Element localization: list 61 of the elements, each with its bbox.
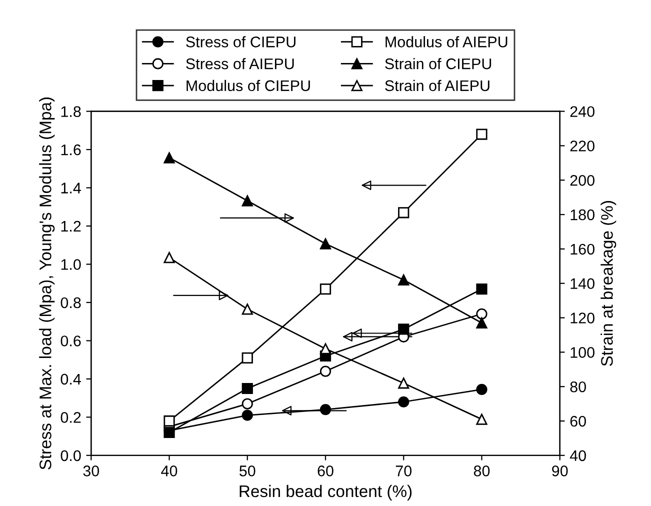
point	[242, 195, 253, 206]
point	[476, 414, 488, 425]
y2-tick-label: 120	[570, 312, 594, 324]
point	[398, 396, 410, 408]
point	[476, 284, 488, 295]
x-tick-label: 40	[161, 466, 178, 476]
y-tick-label: 1.0	[61, 259, 81, 270]
y-tick-label: 0.4	[60, 374, 81, 385]
point	[320, 238, 332, 250]
legend-label: Strain of AIEPU	[385, 80, 490, 92]
y2-tick-label: 60	[570, 416, 586, 427]
y-tick-label: 0.6	[60, 336, 81, 346]
x-tick-label: 50	[239, 466, 256, 476]
legend-label: Strain of CIEPU	[385, 58, 492, 70]
x-tick-label: 80	[474, 466, 490, 476]
point	[476, 317, 488, 328]
y2-tick-label: 100	[570, 347, 594, 358]
point	[242, 382, 253, 394]
y2-tick-label: 160	[570, 244, 594, 255]
y-tick-label: 1.4	[61, 182, 81, 194]
y2-tick-label: 240	[570, 106, 594, 118]
y2-axis-title: Strain at breakage (%)	[600, 201, 616, 366]
y-tick-label: 0.0	[60, 450, 81, 462]
legend-label: Modulus of CIEPU	[186, 80, 310, 92]
y2-tick-label: 40	[570, 450, 586, 462]
y2-tick-label: 200	[570, 175, 594, 186]
point	[164, 252, 175, 264]
point	[242, 398, 253, 410]
point	[398, 274, 410, 286]
legend-label: Stress of CIEPU	[186, 36, 296, 48]
point	[320, 284, 332, 295]
point	[320, 366, 332, 377]
y-tick-label: 1.8	[61, 106, 81, 118]
point	[242, 304, 253, 315]
x-tick-label: 60	[318, 466, 334, 476]
legend-label: Modulus of AIEPU	[386, 36, 508, 48]
point	[242, 410, 253, 421]
x-tick-label: 90	[552, 466, 568, 476]
y-axis-title: Stress at Max. load (Mpa), Young's Modulus (Mpa)	[39, 98, 55, 470]
point	[398, 207, 410, 218]
y2-tick-label: 140	[570, 278, 594, 290]
point	[398, 378, 410, 389]
point	[476, 128, 488, 140]
x-tick-label: 30	[83, 466, 100, 476]
x-tick-label: 70	[396, 466, 412, 476]
y2-tick-label: 180	[570, 209, 594, 220]
y-tick-label: 0.8	[60, 297, 81, 308]
legend-label: Stress of AIEPU	[186, 58, 294, 70]
y-tick-label: 0.2	[60, 412, 81, 423]
point	[242, 352, 253, 364]
x-axis-title: Resin bead content (%)	[240, 484, 412, 500]
y-tick-label: 1.2	[61, 220, 81, 232]
y-tick-label: 1.6	[61, 144, 81, 156]
point	[476, 308, 488, 320]
point	[164, 152, 175, 164]
y2-tick-label: 80	[570, 381, 586, 392]
point	[398, 324, 410, 335]
y2-tick-label: 220	[570, 140, 594, 152]
point	[164, 415, 175, 427]
point	[476, 384, 488, 396]
point	[320, 404, 332, 416]
